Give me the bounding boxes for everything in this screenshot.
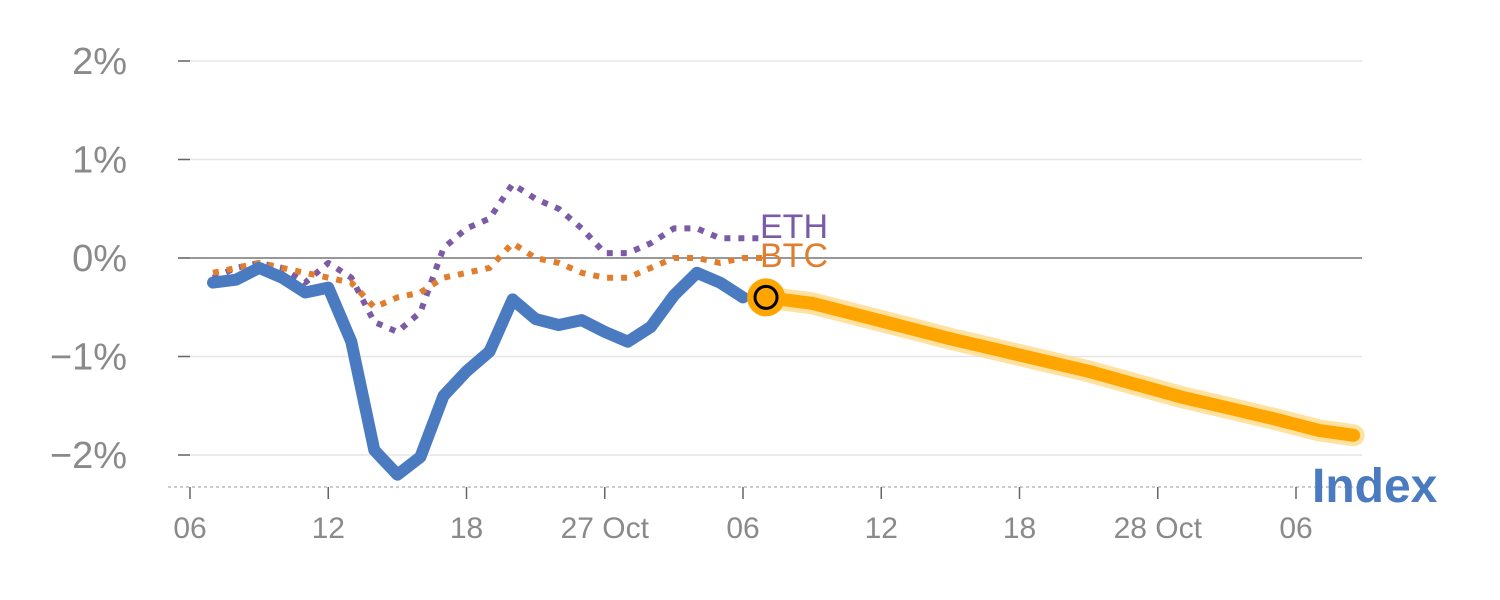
x-tick-label: 18 [450, 512, 483, 545]
x-tick-label: 28 Oct [1114, 512, 1203, 545]
eth-label: ETH [760, 208, 828, 246]
forecast-line [759, 290, 1361, 442]
y-tick-label: −2% [50, 435, 127, 477]
index-line [207, 261, 749, 481]
btc-line [212, 240, 766, 311]
y-tick-label: 2% [72, 41, 127, 83]
x-tick-label: 27 Oct [561, 512, 650, 545]
current-marker-dot [753, 284, 779, 310]
eth-line [211, 181, 766, 335]
x-tick-label: 06 [726, 512, 759, 545]
y-tick-label: 0% [72, 238, 127, 280]
index-label: Index [1312, 460, 1438, 513]
y-tick-label: −1% [50, 337, 127, 379]
x-tick-label: 18 [1003, 512, 1036, 545]
x-tick-label: 12 [865, 512, 898, 545]
x-tick-label: 12 [312, 512, 345, 545]
btc-label: BTC [760, 237, 828, 275]
x-tick-label: 06 [173, 512, 206, 545]
y-tick-label: 1% [72, 140, 127, 182]
x-tick-label: 06 [1279, 512, 1312, 545]
